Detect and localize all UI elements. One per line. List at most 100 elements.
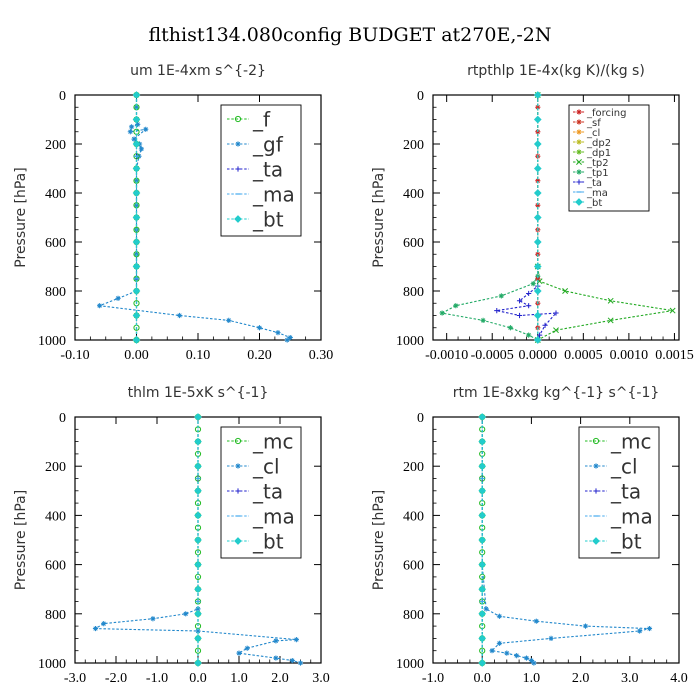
legend-label: _ta [610, 480, 641, 504]
legend-label: _mc [610, 430, 651, 454]
legend-label: _cl [610, 455, 638, 479]
data-point [135, 121, 141, 127]
series-line [496, 95, 558, 341]
x-tick-label: -0.10 [60, 348, 89, 363]
data-point [496, 613, 503, 619]
y-tick-label: 0 [417, 89, 424, 104]
data-point [133, 202, 140, 208]
data-point [528, 657, 534, 664]
legend-label: _ta [252, 480, 283, 504]
legend-entry: _bt [573, 198, 602, 209]
x-tick-label: 1.0 [523, 671, 541, 686]
data-point [479, 573, 486, 581]
x-tick-label: 0.0000 [519, 348, 558, 363]
legend-entry: _bt [585, 530, 642, 554]
legend: _f_gf_ta_ma_bt [220, 104, 302, 237]
y-tick-label: 1000 [38, 657, 66, 672]
data-point [132, 115, 141, 124]
legend-entry: _bt [227, 530, 284, 554]
data-point [504, 650, 510, 656]
data-point [548, 635, 554, 641]
data-point [176, 312, 183, 319]
legend-entry: _dp1 [573, 148, 611, 159]
legend-entry: _dp2 [573, 138, 611, 149]
legend-swatch-marker [576, 139, 582, 145]
data-point [516, 298, 523, 304]
x-tick-label: -2.0 [105, 671, 127, 686]
x-tick-label: 0.0010 [610, 348, 649, 363]
data-point [194, 585, 202, 594]
legend-entry: _gf [227, 133, 284, 157]
series-group [439, 91, 676, 344]
data-point [284, 337, 290, 343]
legend-swatch-marker [592, 437, 600, 445]
data-point [526, 303, 532, 309]
legend-swatch-marker [576, 179, 582, 185]
data-point [669, 307, 676, 314]
data-point [194, 609, 202, 618]
legend-box [578, 426, 660, 559]
legend-swatch-marker [234, 215, 242, 223]
y-axis-label: Pressure [hPa] [13, 167, 29, 267]
legend-box [220, 104, 302, 237]
y-tick-label: 800 [45, 285, 66, 300]
x-tick-label: 0.30 [309, 348, 334, 363]
legend-entry: _ma [573, 188, 608, 199]
y-axis-label: Pressure [hPa] [13, 490, 29, 590]
legend-entry: _tp1 [573, 168, 609, 179]
data-point [138, 146, 145, 152]
data-point [478, 659, 487, 667]
data-point [478, 437, 487, 446]
legend-label: _ma [252, 505, 295, 529]
legend-swatch-marker [593, 488, 599, 494]
data-point [523, 655, 530, 661]
series-line [440, 95, 539, 341]
data-point [607, 297, 614, 304]
legend-entry: _cl [227, 455, 280, 479]
y-tick-label: 200 [45, 460, 66, 475]
legend-label: _bt [252, 530, 284, 554]
y-tick-label: 1000 [38, 334, 66, 349]
data-point [533, 336, 542, 344]
data-point [533, 618, 539, 624]
legend-label: _ta [586, 178, 602, 189]
data-point [256, 325, 263, 331]
y-tick-label: 600 [403, 236, 424, 251]
legend-swatch-marker [576, 129, 582, 135]
data-point [150, 616, 156, 622]
data-point [132, 336, 141, 344]
data-point [194, 659, 202, 667]
data-point [533, 238, 542, 246]
data-point [516, 312, 523, 319]
data-point [132, 287, 141, 295]
series-group [478, 413, 653, 667]
data-point [115, 295, 121, 301]
legend-swatch-marker [576, 119, 582, 125]
legend: _mc_cl_ta_ma_bt [220, 426, 302, 559]
x-tick-label: 1.0 [230, 671, 248, 686]
y-tick-label: 1000 [396, 657, 424, 672]
legend-swatch-marker [234, 537, 242, 545]
data-point [194, 437, 202, 446]
legend-swatch-marker [592, 537, 600, 545]
legend-entry: _ta [573, 178, 602, 189]
legend-swatch-marker [234, 437, 242, 445]
series-bt [132, 91, 141, 344]
y-tick-label: 400 [403, 509, 424, 524]
x-tick-label: 0.20 [247, 348, 272, 363]
y-tick-label: 800 [403, 608, 424, 623]
legend-label: _ma [252, 183, 295, 207]
data-point [562, 288, 569, 294]
data-point [128, 124, 135, 130]
data-point [537, 332, 543, 338]
x-tick-label: -1.0 [146, 671, 168, 686]
y-tick-label: 200 [403, 460, 424, 475]
data-point [101, 621, 107, 627]
chart-panel-2: rtpthlp 1E-4x(kg K)/(kg s) Pressure [hPa]… [371, 63, 694, 363]
data-point [273, 655, 279, 661]
data-point [478, 585, 487, 594]
x-tick-label: -0.0010 [425, 348, 468, 363]
series-group [97, 91, 293, 344]
chart-panel-4: rtm 1E-8xkg kg^{-1} s^{-1} Pressure [hPa]… [371, 385, 688, 686]
data-point [533, 287, 542, 295]
